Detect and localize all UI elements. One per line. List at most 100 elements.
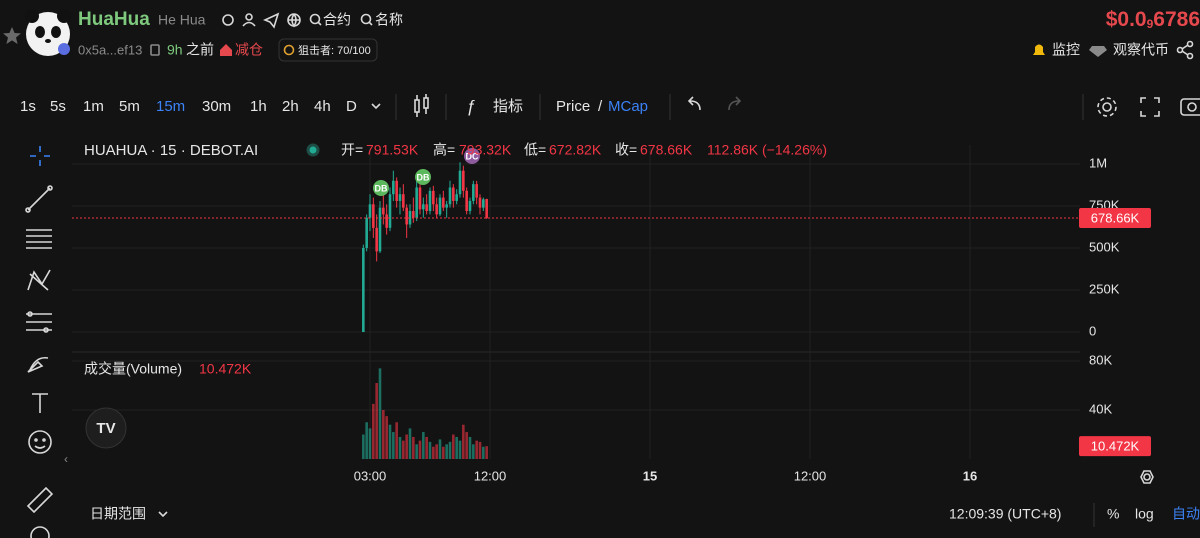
candle-body — [462, 170, 465, 191]
copy-icon[interactable] — [150, 44, 160, 56]
candle-body — [368, 204, 372, 218]
mcap-toggle[interactable]: MCap — [608, 98, 648, 115]
volume-bar — [438, 439, 442, 459]
share-icon[interactable] — [1176, 40, 1194, 60]
interval[interactable]: 30m — [202, 98, 231, 115]
price-toggle[interactable]: Price — [556, 98, 590, 115]
interval-bar: 1s 5s 1m 5m 15m 30m 1h 2h 4h D — [20, 98, 357, 115]
interval[interactable]: 5s — [50, 98, 66, 115]
candle-body — [442, 197, 445, 208]
trade-marker-label: DC — [466, 151, 479, 161]
candle-body — [422, 204, 425, 210]
x-tick-label: 15 — [643, 468, 657, 483]
date-range-chevron[interactable] — [158, 511, 168, 518]
interval[interactable]: 1h — [250, 98, 267, 115]
volume-bar — [468, 436, 472, 459]
volume-bar — [422, 432, 425, 459]
volume-bar — [368, 428, 372, 459]
candle-body — [415, 187, 418, 218]
interval[interactable]: 1m — [83, 98, 104, 115]
price-digits: 6786 — [1153, 8, 1200, 31]
drawing-tools[interactable] — [25, 146, 54, 538]
header-icons[interactable] — [222, 12, 373, 29]
candle-body — [388, 194, 392, 228]
trade-marker — [415, 169, 431, 185]
candle-body — [455, 194, 458, 201]
volume-bar — [482, 446, 485, 459]
clock: 12:09:39 (UTC+8) — [949, 506, 1061, 522]
redo[interactable] — [728, 96, 742, 111]
candle-body — [438, 197, 442, 215]
volume-bar — [365, 422, 368, 459]
volume-bar — [375, 383, 378, 459]
volume-bar — [448, 441, 452, 459]
candle-body — [405, 207, 408, 225]
chart-type-icon[interactable] — [414, 94, 429, 117]
volume-bar — [378, 368, 382, 459]
volume-bar — [402, 440, 405, 459]
volume-bar — [432, 446, 435, 459]
interval[interactable]: 1s — [20, 98, 36, 115]
interval-more[interactable] — [371, 103, 381, 110]
watch[interactable]: 监控 — [1052, 42, 1080, 58]
volume-bar — [485, 446, 488, 459]
interval[interactable]: 15m — [156, 98, 185, 115]
address[interactable]: 0x5a...ef13 — [78, 42, 142, 57]
legend-change: 112.86K (−14.26%) — [707, 142, 827, 158]
screenshot[interactable] — [1180, 98, 1200, 116]
volume-bar — [428, 441, 432, 459]
volume-bar — [405, 434, 408, 459]
axis-settings[interactable] — [1140, 470, 1154, 484]
fx-icon[interactable]: ƒ — [466, 96, 475, 115]
candle-body — [382, 207, 385, 215]
volume-bar — [395, 422, 398, 459]
legend-open-label: 开= — [341, 142, 363, 158]
search-name[interactable]: 名称 — [375, 12, 403, 28]
indicators[interactable]: 指标 — [493, 98, 523, 115]
interval[interactable]: D — [346, 98, 357, 115]
search-contract[interactable]: 合约 — [323, 12, 351, 28]
status-dot — [306, 143, 320, 157]
volume-bar — [455, 436, 458, 459]
auto-toggle[interactable]: 自动 — [1172, 506, 1200, 522]
interval[interactable]: 4h — [314, 98, 331, 115]
volume-legend: 10.472K — [199, 361, 252, 377]
undo[interactable] — [687, 96, 701, 111]
tradingview-logo[interactable]: TV — [85, 407, 127, 449]
x-tick-label: 12:00 — [794, 468, 827, 483]
percent-toggle[interactable]: % — [1107, 506, 1119, 522]
volume-bar — [392, 432, 395, 459]
volume-bar — [398, 436, 402, 459]
candle-body — [468, 200, 472, 212]
candle-body — [428, 190, 432, 212]
interval[interactable]: 5m — [119, 98, 140, 115]
log-toggle[interactable]: log — [1135, 506, 1154, 522]
interval[interactable]: 2h — [282, 98, 299, 115]
fullscreen[interactable] — [1140, 97, 1160, 117]
favorite-star[interactable] — [3, 27, 21, 44]
legend-high: 793.32K — [459, 142, 512, 158]
volume-bar — [412, 436, 415, 459]
date-range[interactable]: 日期范围 — [90, 506, 146, 522]
token-name: HuaHua — [78, 9, 150, 30]
token-alias: He Hua — [158, 12, 206, 28]
action: 减仓 — [235, 42, 263, 58]
watch-icon[interactable] — [1033, 44, 1045, 56]
settings[interactable] — [1097, 97, 1117, 117]
age-suffix: 之前 — [186, 42, 214, 58]
volume-bar — [418, 440, 422, 459]
volume-bar — [372, 403, 375, 459]
legend-open: 791.53K — [366, 142, 419, 158]
volume-bar — [462, 424, 465, 459]
legend-high-label: 高= — [433, 142, 455, 158]
candle-body — [478, 197, 482, 208]
collapse-tools[interactable]: ‹ — [64, 452, 68, 466]
watch-token-icon[interactable] — [1089, 46, 1107, 57]
plot: DB DB DC 678.66K 10.472K — [72, 148, 1151, 459]
watch-token[interactable]: 观察代币 — [1113, 42, 1169, 58]
candle-body — [465, 190, 468, 212]
